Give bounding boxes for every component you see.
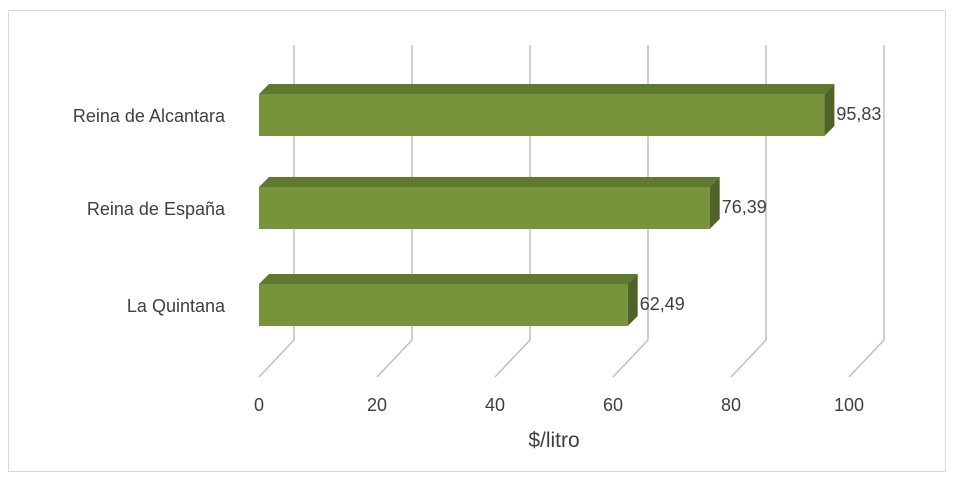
x-tick-label: 100 [834, 395, 864, 415]
bar [259, 84, 835, 136]
bars [259, 84, 835, 326]
data-label: 76,39 [722, 197, 767, 217]
x-tick-label: 20 [367, 395, 387, 415]
bar-top-face [259, 274, 638, 284]
gridline-20 [376, 45, 413, 378]
labels: 0 20 40 60 80 100 95,83 Reina de Alcantara 76,39… [73, 104, 882, 415]
bar-side-face [824, 84, 835, 136]
gridlines [258, 45, 885, 378]
bar-side-face [709, 177, 720, 229]
y-category-label: Reina de España [87, 199, 226, 219]
x-tick-label: 60 [603, 395, 623, 415]
y-category-label: La Quintana [127, 296, 226, 316]
bar-top-face [259, 177, 720, 187]
bar-top-face [259, 84, 835, 94]
gridline-80 [730, 45, 767, 378]
x-tick-label: 0 [254, 395, 264, 415]
x-axis-title: $/litro [528, 429, 579, 452]
gridline-100 [848, 45, 885, 378]
x-tick-label: 80 [721, 395, 741, 415]
x-tick-label: 40 [485, 395, 505, 415]
y-category-label: Reina de Alcantara [73, 106, 226, 126]
bar [259, 274, 638, 326]
data-label: 95,83 [836, 104, 881, 124]
gridline-60 [612, 45, 649, 378]
gridline-40 [494, 45, 531, 378]
bar-front-face [259, 284, 628, 326]
bar-side-face [627, 274, 638, 326]
bar-front-face [259, 187, 710, 229]
data-label: 62,49 [640, 294, 685, 314]
bar [259, 177, 720, 229]
chart-area: 0 20 40 60 80 100 95,83 Reina de Alcantara 76,39… [8, 10, 946, 472]
bar-chart: 0 20 40 60 80 100 95,83 Reina de Alcantara 76,39… [73, 45, 885, 452]
bar-front-face [259, 94, 825, 136]
gridline-0 [258, 45, 295, 378]
